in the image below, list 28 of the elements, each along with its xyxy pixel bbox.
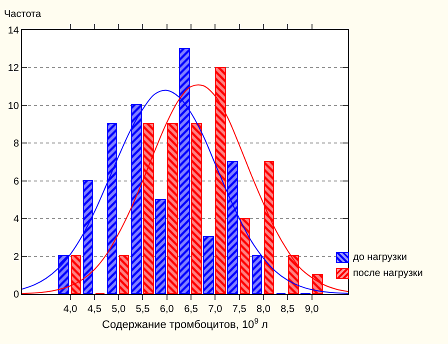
x-tick-label: 5,0 [112, 304, 126, 315]
legend-label: после нагрузки [353, 268, 423, 279]
x-tick-label: 6,0 [160, 304, 174, 315]
x-tick-label: 9,0 [304, 304, 320, 315]
legend-label: до нагрузки [353, 252, 407, 263]
bar [191, 123, 202, 294]
y-tick-label: 14 [8, 26, 20, 36]
x-tick-label: 8,5 [280, 304, 296, 315]
x-tick-label: 4,0 [63, 304, 78, 315]
y-tick-label: 4 [13, 214, 20, 226]
x-axis-title: Содержание тромбоцитов, 10$^{9}$ л [102, 316, 268, 332]
x-tick-label: 6,5 [184, 304, 198, 315]
y-axis-title: Частота [4, 9, 42, 20]
y-tick-label: 2 [13, 252, 20, 263]
y-tick-label: 10 [8, 100, 20, 112]
x-tick-label: 5,5 [136, 304, 150, 315]
bar [203, 236, 214, 294]
x-tick-label: 7,0 [208, 304, 223, 315]
x-tick-label: 4,5 [87, 304, 102, 315]
x-tick-label: 7,5 [232, 304, 247, 315]
bar [119, 255, 129, 294]
y-tick-label: 12 [8, 63, 20, 74]
bar [240, 218, 250, 294]
y-tick-label: 6 [13, 176, 20, 188]
x-tick-label: 8,0 [256, 304, 271, 315]
y-tick-label: 0 [13, 290, 20, 300]
bar [155, 199, 166, 294]
y-tick-label: 8 [13, 138, 20, 150]
